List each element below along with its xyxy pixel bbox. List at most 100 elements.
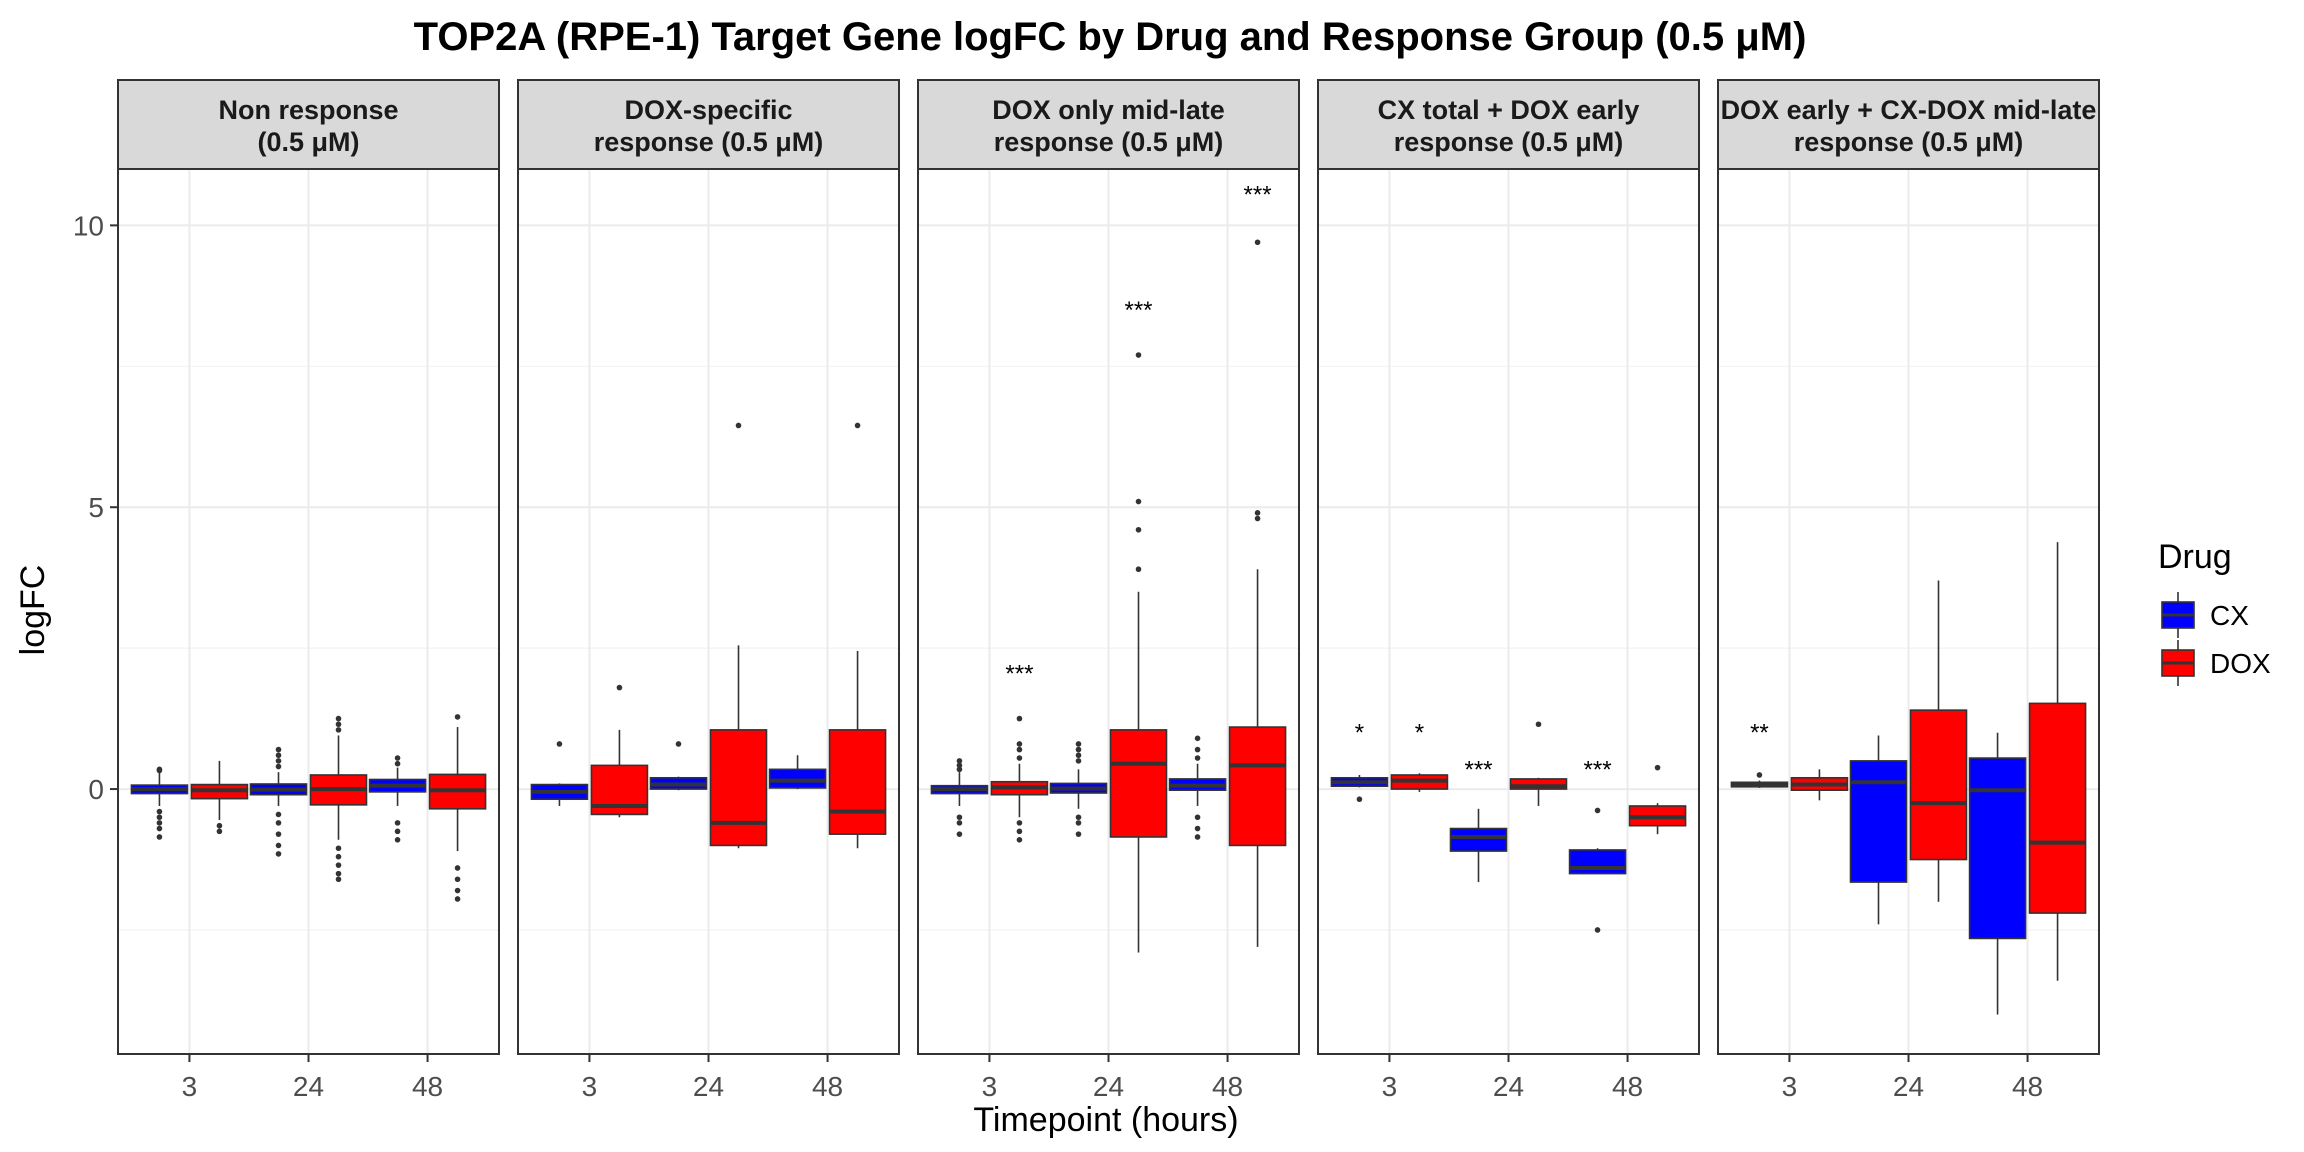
box-cx-3h: [930, 758, 989, 837]
box-dox-24h: [709, 422, 768, 849]
box-cx-3h: [530, 741, 589, 806]
outlier-point: [335, 876, 342, 883]
significance-label: ***: [1124, 297, 1152, 324]
facet-panel: CX total + DOX early response (0.5 μM)* **…: [1317, 79, 1700, 1102]
legend-label: CX: [2210, 600, 2249, 631]
outlier-point: [394, 760, 401, 767]
facet-panel: DOX only mid-late response (0.5 μM) *** ***…: [917, 79, 1300, 1102]
outlier-point: [275, 831, 282, 837]
box-dox-3h: [1790, 769, 1849, 801]
box-body: [1968, 757, 2027, 940]
outlier-point: [1075, 831, 1082, 837]
box-dox-24h: [1109, 352, 1168, 953]
box-body: [2028, 702, 2087, 914]
outlier-point: [1016, 836, 1023, 843]
outlier-point: [1254, 510, 1261, 516]
facet-strip-label: DOX-specific response (0.5 μM): [594, 95, 824, 157]
box-dox-48h: [828, 422, 887, 849]
outlier-point: [956, 820, 963, 826]
legend-title: Drug: [2158, 538, 2232, 576]
y-tick-label: 5: [88, 492, 104, 523]
box-cx-24h: [249, 746, 308, 857]
outlier-point: [1075, 758, 1082, 764]
x-tick-label: 48: [1212, 1071, 1243, 1102]
facet-strip-label: CX total + DOX early response (0.5 μM): [1378, 95, 1640, 157]
box-dox-48h: [1228, 239, 1287, 947]
outlier-point: [854, 422, 861, 429]
box-dox-3h: [590, 684, 649, 818]
outlier-point: [156, 825, 163, 832]
significance-label: *: [1415, 720, 1424, 747]
x-tick-label: 48: [1612, 1071, 1643, 1102]
outlier-point: [1016, 755, 1023, 761]
outlier-point: [1135, 566, 1142, 573]
box-body: [1849, 760, 1908, 883]
facet-panel: DOX early + CX-DOX mid-late response (0.5…: [1717, 79, 2100, 1102]
significance-label: **: [1750, 720, 1769, 747]
outlier-point: [1135, 498, 1142, 505]
chart-title: TOP2A (RPE-1) Target Gene logFC by Drug …: [414, 15, 1807, 59]
legend-label: DOX: [2210, 648, 2271, 679]
outlier-point: [956, 831, 963, 837]
outlier-point: [454, 876, 461, 883]
x-axis-title: Timepoint (hours): [973, 1101, 1238, 1139]
outlier-point: [675, 741, 682, 747]
outlier-point: [1594, 807, 1601, 814]
outlier-point: [1535, 721, 1542, 728]
facet-strip: [1317, 79, 1700, 170]
outlier-point: [335, 853, 342, 860]
significance-label: ***: [1464, 756, 1492, 783]
outlier-point: [335, 862, 342, 868]
x-tick-label: 24: [1493, 1071, 1524, 1102]
box-cx-3h: [1330, 774, 1389, 803]
box-dox-3h: [190, 760, 249, 835]
box-cx-48h: [768, 755, 827, 790]
box-cx-48h: [1168, 735, 1227, 840]
x-tick-label: 48: [812, 1071, 843, 1102]
x-tick-label: 3: [982, 1071, 998, 1102]
facet-strip: [117, 79, 500, 170]
outlier-point: [335, 721, 342, 728]
outlier-point: [1194, 825, 1201, 832]
outlier-point: [275, 851, 282, 857]
outlier-point: [216, 822, 223, 829]
box-dox-24h: [1909, 580, 1968, 902]
outlier-point: [394, 828, 401, 835]
x-tick-label: 24: [1893, 1071, 1924, 1102]
outlier-point: [735, 422, 742, 429]
box-body: [1568, 849, 1627, 875]
outlier-point: [275, 820, 282, 826]
outlier-point: [275, 758, 282, 764]
box-dox-24h: [1509, 721, 1568, 806]
box-dox-3h: [1390, 773, 1449, 792]
outlier-point: [1075, 820, 1082, 826]
outlier-point: [335, 870, 342, 877]
outlier-point: [454, 887, 461, 894]
box-cx-3h: [130, 766, 189, 840]
box-body: [828, 729, 887, 835]
outlier-point: [1254, 515, 1261, 522]
significance-label: *: [1355, 720, 1364, 747]
outlier-point: [275, 842, 282, 849]
x-tick-label: 3: [582, 1071, 598, 1102]
outlier-point: [275, 752, 282, 759]
legend-item-cx: CX: [2161, 592, 2249, 638]
outlier-point: [1016, 741, 1023, 747]
outlier-point: [454, 896, 461, 902]
facet-strip: [917, 79, 1300, 170]
legend-item-dox: DOX: [2161, 640, 2271, 686]
y-axis-title: logFC: [14, 565, 52, 656]
box-dox-48h: [1628, 764, 1687, 835]
facet-strip-label: DOX early + CX-DOX mid-late response (0.5…: [1721, 95, 2097, 157]
box-cx-24h: [1449, 808, 1508, 883]
x-tick-label: 24: [293, 1071, 324, 1102]
box-cx-48h: [368, 755, 427, 843]
outlier-point: [956, 766, 963, 773]
outlier-point: [275, 811, 282, 818]
outlier-point: [1194, 834, 1201, 840]
outlier-point: [216, 828, 223, 835]
box-body: [1228, 726, 1287, 847]
outlier-point: [556, 741, 563, 747]
outlier-point: [454, 714, 461, 720]
box-dox-24h: [309, 715, 368, 883]
